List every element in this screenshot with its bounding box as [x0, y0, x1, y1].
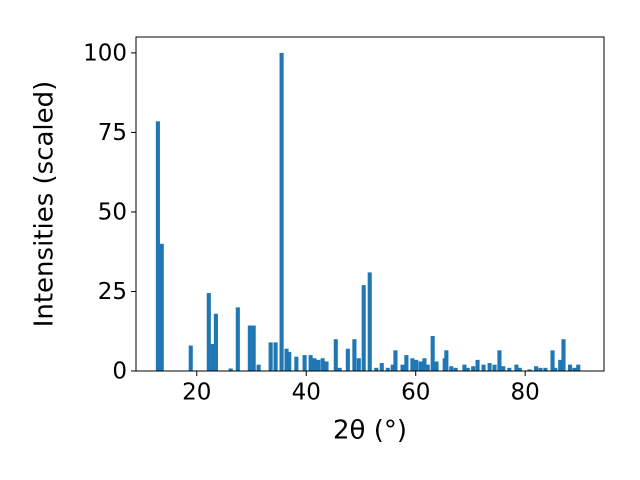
- bar: [434, 361, 439, 371]
- y-tick-label: 100: [83, 40, 127, 66]
- bar: [444, 350, 449, 371]
- bar: [308, 355, 313, 371]
- bar: [393, 350, 398, 371]
- y-tick-label: 50: [98, 199, 127, 225]
- bar: [550, 350, 555, 371]
- bar: [449, 366, 454, 371]
- bar: [400, 364, 405, 371]
- bar: [527, 369, 532, 371]
- bar: [345, 348, 350, 371]
- bar: [294, 356, 299, 371]
- bar: [320, 358, 325, 371]
- bar: [517, 367, 522, 371]
- y-tick-label: 25: [98, 279, 127, 305]
- bar: [572, 367, 577, 371]
- bar: [561, 339, 566, 371]
- bar: [514, 364, 519, 371]
- bar: [543, 367, 548, 371]
- bar: [558, 359, 563, 371]
- bar: [287, 351, 292, 371]
- x-tick-label: 80: [511, 380, 540, 406]
- plot-frame: [135, 36, 605, 372]
- bar: [538, 367, 543, 371]
- bar: [312, 358, 317, 371]
- bar: [228, 368, 233, 371]
- bar: [273, 342, 278, 371]
- bar: [268, 342, 273, 371]
- bar: [418, 361, 423, 371]
- bar: [553, 367, 558, 371]
- bar: [462, 364, 467, 371]
- y-tick-label: 75: [98, 120, 127, 146]
- bar: [430, 336, 435, 371]
- bar: [576, 364, 581, 371]
- bar: [337, 367, 342, 371]
- y-axis-label: Intensities (scaled): [30, 81, 60, 328]
- bar: [188, 345, 193, 371]
- bar: [279, 52, 284, 372]
- bar: [361, 285, 366, 371]
- bar: [206, 293, 211, 371]
- bar: [324, 361, 329, 371]
- bar: [379, 363, 384, 371]
- x-tick-label: 20: [182, 380, 211, 406]
- bar: [410, 358, 415, 371]
- y-tick-label: 0: [112, 359, 127, 385]
- bar: [333, 339, 338, 371]
- bar: [404, 355, 409, 371]
- bar: [414, 359, 419, 371]
- bar: [465, 367, 470, 371]
- bar: [453, 367, 458, 371]
- bar: [251, 325, 256, 371]
- bar: [471, 366, 476, 371]
- bar: [481, 364, 486, 371]
- bar: [390, 364, 395, 371]
- bar: [568, 364, 573, 371]
- bar: [367, 272, 372, 371]
- x-axis-label: 2θ (°): [333, 416, 407, 446]
- bar: [235, 307, 240, 371]
- x-tick-label: 60: [401, 380, 430, 406]
- bar: [492, 364, 497, 371]
- bar: [316, 359, 321, 371]
- bar: [385, 367, 390, 371]
- bar: [356, 358, 361, 371]
- bar: [422, 358, 427, 371]
- bar: [352, 339, 357, 371]
- bar: [155, 121, 160, 372]
- bar: [256, 364, 261, 371]
- bar: [534, 366, 539, 371]
- bar: [159, 243, 164, 371]
- bar: [210, 343, 215, 371]
- bar: [475, 359, 480, 371]
- bar: [425, 364, 430, 371]
- bar: [374, 367, 379, 371]
- bar: [302, 355, 307, 371]
- bar: [501, 366, 506, 371]
- bar: [487, 363, 492, 371]
- x-tick-label: 40: [292, 380, 321, 406]
- bar: [247, 325, 252, 371]
- bar: [497, 350, 502, 371]
- bar: [284, 348, 289, 371]
- bar: [213, 313, 218, 371]
- bar: [507, 367, 512, 371]
